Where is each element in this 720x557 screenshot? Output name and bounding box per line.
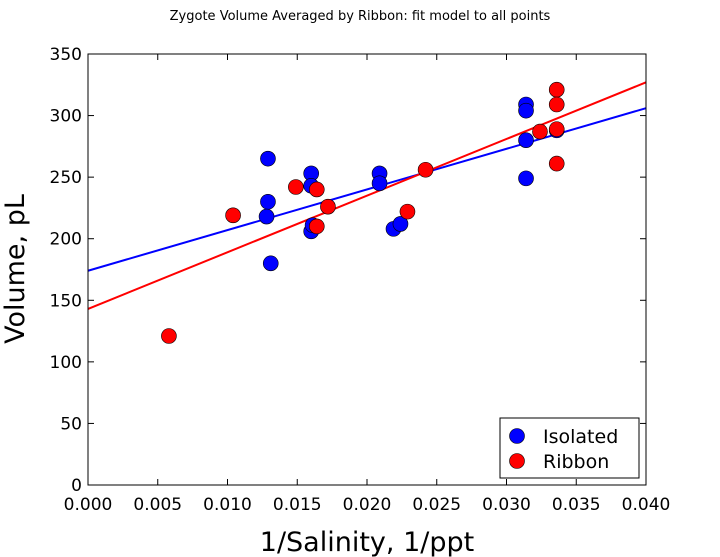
point-ribbon [288,179,304,195]
x-tick-label: 0.030 [482,495,531,515]
y-tick-label: 350 [50,45,82,65]
point-isolated [260,193,276,210]
point-isolated [518,170,534,187]
y-tick-label: 200 [50,230,82,250]
point-ribbon [548,121,565,137]
point-ribbon [532,123,548,140]
point-ribbon [548,96,565,113]
point-ribbon [308,181,325,198]
x-axis-title: 1/Salinity, 1/ppt [260,527,474,557]
y-tick-label: 0 [71,476,82,496]
plot-area [87,81,647,344]
point-isolated [518,132,534,148]
point-isolated [371,175,388,192]
point-isolated [262,255,279,272]
point-ribbon [548,81,565,98]
legend-box [499,417,640,479]
point-ribbon [548,155,565,172]
x-tick-label: 0.020 [343,495,392,515]
point-ribbon [161,328,177,344]
point-ribbon [320,198,336,215]
x-tick-label: 0.025 [412,495,461,515]
y-tick-label: 150 [50,291,82,311]
x-tick-label: 0.010 [203,495,252,515]
legend: Isolated Ribbon [499,417,640,479]
chart-title: Zygote Volume Averaged by Ribbon: fit mo… [170,9,551,24]
x-tick-label: 0.015 [273,495,322,515]
x-tick-label: 0.000 [64,495,113,515]
y-axis-title: Volume, pL [0,194,31,344]
point-ribbon [225,207,241,224]
legend-label-isolated: Isolated [543,426,618,448]
y-tick-label: 50 [60,414,82,434]
point-isolated [518,102,534,119]
y-tick-label: 100 [50,353,82,373]
point-ribbon [308,218,325,235]
point-isolated [260,150,276,167]
x-tick-label: 0.040 [622,495,671,515]
legend-label-ribbon: Ribbon [543,451,609,473]
axis-ticks: 0.000 0.005 0.010 0.015 0.020 0.025 0.030 0.035… [50,45,671,515]
legend-marker-ribbon [509,453,525,469]
legend-marker-isolated [509,428,525,444]
point-ribbon [417,161,434,178]
y-tick-label: 300 [50,107,82,127]
fit-line-ribbon [87,81,647,310]
point-ribbon [399,203,416,220]
x-tick-label: 0.035 [552,495,601,515]
point-isolated [392,216,409,232]
x-tick-label: 0.005 [133,495,182,515]
point-isolated [258,208,275,225]
y-tick-label: 250 [50,168,82,188]
